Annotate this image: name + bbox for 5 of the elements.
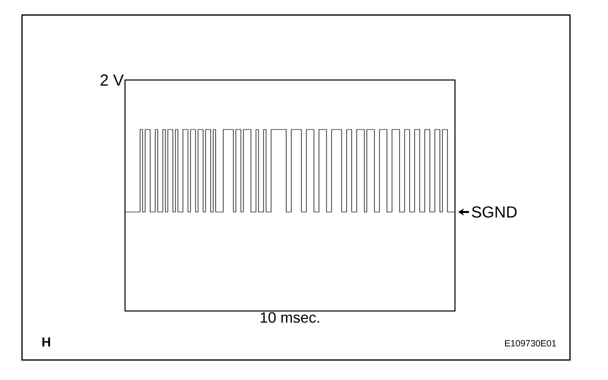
- text: 2 V: [100, 74, 124, 86]
- text: 10 msec.: [260, 312, 320, 323]
- text: E109730E01: [505, 340, 556, 346]
- text: SGND: [472, 206, 517, 218]
- text: H: [42, 338, 50, 346]
